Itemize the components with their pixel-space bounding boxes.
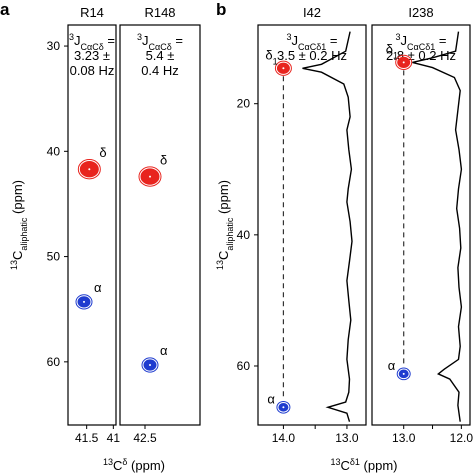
y-tick-label: 30	[47, 39, 61, 53]
peak-delta-contour	[138, 166, 162, 187]
peak-alpha-center	[402, 372, 405, 375]
plot-frame	[257, 24, 367, 426]
peak-label: α	[94, 280, 102, 295]
y-tick-label: 60	[47, 355, 61, 369]
peak-alpha-contour	[75, 294, 93, 310]
y-tick-label: 50	[47, 250, 61, 264]
plot-frame	[371, 24, 471, 426]
plot-frame	[67, 24, 117, 426]
y-tick-label: 40	[237, 228, 251, 242]
coupling-error: 0.08 Hz	[70, 63, 115, 78]
x-tick-label: 41.5	[75, 431, 99, 445]
coupling-error: 0.4 Hz	[141, 63, 179, 78]
peak-label: α	[388, 358, 396, 373]
x-axis-label: 13Cδ1 (ppm)	[331, 457, 398, 473]
projection-trace	[412, 31, 463, 422]
subpanel-title: R14	[80, 5, 104, 20]
y-tick-label: 40	[47, 144, 61, 158]
peak-delta-center	[149, 175, 151, 178]
subpanel-title: I42	[303, 5, 321, 20]
subpanel-title: R148	[144, 5, 175, 20]
x-tick-label: 41	[107, 431, 121, 445]
coupling-label: 3JCαCδ =	[69, 32, 115, 52]
subpanel-title: I238	[408, 5, 433, 20]
coupling-label: 3JCαCδ1 =	[396, 32, 447, 52]
x-tick-label: 42.5	[133, 431, 157, 445]
y-tick-label: 20	[237, 97, 251, 111]
peak-delta1-contour	[274, 60, 292, 76]
peak-delta1-center	[402, 61, 405, 64]
coupling-value: 5.4 ±	[146, 48, 175, 63]
peak-alpha-center	[149, 364, 151, 366]
panel-b-letter: b	[216, 0, 226, 19]
projection-trace	[302, 31, 353, 422]
peak-alpha	[75, 294, 93, 310]
coupling-value: 3.23 ±	[74, 48, 110, 63]
x-tick-label: 14.0	[272, 431, 296, 445]
coupling-label: 3JCαCδ =	[137, 32, 183, 52]
peak-delta1	[395, 54, 413, 70]
peak-delta-center	[88, 168, 91, 171]
peak-delta-contour	[77, 159, 101, 180]
panel-a-letter: a	[0, 0, 10, 19]
plot-frame	[119, 24, 201, 426]
x-axis-label: 13Cδ (ppm)	[103, 457, 165, 473]
peak-alpha-center	[83, 300, 85, 303]
peak-alpha	[276, 400, 291, 414]
peak-delta1-contour	[395, 54, 413, 70]
x-tick-label: 13.0	[392, 431, 416, 445]
peak-delta1	[274, 60, 292, 76]
y-axis-label: 13Caliphatic (ppm)	[9, 180, 29, 270]
peak-alpha-contour	[276, 400, 291, 414]
x-tick-label: 12.0	[450, 431, 474, 445]
coupling-label: 3JCαCδ1 =	[287, 32, 338, 52]
peak-label: α	[267, 391, 275, 406]
peak-alpha-contour	[396, 367, 411, 381]
peak-label: δ1	[265, 47, 277, 66]
peak-alpha-center	[282, 406, 285, 409]
peak-label: δ	[160, 153, 167, 168]
peak-alpha	[396, 367, 411, 381]
peak-label: α	[160, 343, 168, 358]
peak-alpha	[141, 357, 159, 373]
y-axis-label: 13Caliphatic (ppm)	[215, 180, 235, 270]
peak-alpha-contour	[141, 357, 159, 373]
x-tick-label: 13.0	[335, 431, 359, 445]
peak-delta1-center	[282, 67, 285, 70]
peak-label: δ	[99, 145, 106, 160]
peak-delta	[77, 159, 101, 180]
peak-delta	[138, 166, 162, 187]
y-tick-label: 60	[237, 359, 251, 373]
